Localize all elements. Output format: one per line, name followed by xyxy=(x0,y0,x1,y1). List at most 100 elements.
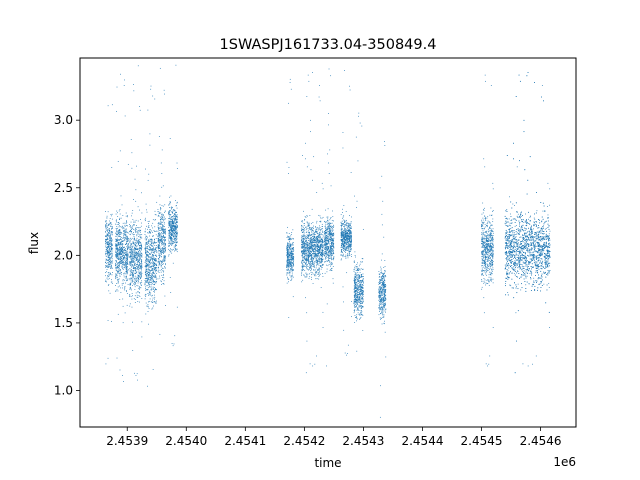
data-point xyxy=(154,301,156,303)
data-point xyxy=(163,255,165,257)
data-point xyxy=(324,248,326,250)
data-point xyxy=(130,243,132,245)
data-point xyxy=(130,258,132,260)
data-point xyxy=(331,242,333,244)
data-point xyxy=(126,221,128,222)
data-point xyxy=(161,213,163,215)
data-point xyxy=(141,259,143,261)
data-point xyxy=(132,264,133,266)
data-point xyxy=(312,283,314,284)
data-point xyxy=(155,238,157,239)
data-point xyxy=(107,105,109,107)
data-point xyxy=(310,240,312,241)
data-point xyxy=(289,268,291,270)
data-point xyxy=(161,216,163,218)
data-point xyxy=(150,257,152,259)
data-point xyxy=(173,228,174,230)
data-point xyxy=(138,274,139,276)
data-point xyxy=(146,263,148,265)
data-point xyxy=(331,238,332,240)
data-point xyxy=(165,246,166,248)
data-point xyxy=(132,252,134,253)
data-point xyxy=(156,255,158,257)
data-point xyxy=(162,219,164,221)
data-point xyxy=(151,238,153,240)
data-point xyxy=(119,252,121,254)
data-point xyxy=(290,251,292,253)
data-point xyxy=(105,266,107,268)
data-point xyxy=(170,236,172,238)
data-point xyxy=(153,261,155,263)
data-point xyxy=(131,245,133,247)
data-point xyxy=(315,257,317,259)
data-point xyxy=(133,261,134,262)
data-point xyxy=(132,283,134,285)
data-point xyxy=(108,262,110,263)
data-point xyxy=(176,245,177,246)
data-point xyxy=(170,237,172,239)
data-point xyxy=(111,261,113,262)
data-point xyxy=(151,243,153,244)
data-point xyxy=(315,259,317,260)
data-point xyxy=(301,265,303,266)
data-point xyxy=(148,274,150,276)
data-point xyxy=(134,278,135,279)
data-point xyxy=(108,274,110,276)
data-point xyxy=(291,274,293,276)
data-point xyxy=(170,227,172,228)
data-point xyxy=(308,245,310,247)
data-point xyxy=(139,234,141,236)
data-point xyxy=(163,229,165,231)
data-point xyxy=(160,239,162,240)
data-point xyxy=(109,224,110,226)
data-point xyxy=(328,256,330,257)
data-point xyxy=(301,269,303,271)
data-point xyxy=(120,272,121,274)
data-point xyxy=(325,233,326,234)
data-point xyxy=(163,232,165,234)
data-point xyxy=(316,231,318,232)
data-point xyxy=(154,277,156,278)
data-point xyxy=(131,258,133,260)
data-point xyxy=(303,235,304,237)
data-point xyxy=(105,220,106,222)
data-point xyxy=(140,252,142,254)
data-point xyxy=(175,226,177,227)
data-point xyxy=(149,232,151,234)
data-point xyxy=(122,279,124,280)
data-point xyxy=(159,261,160,263)
data-point xyxy=(118,234,120,236)
data-point xyxy=(149,261,151,262)
data-point xyxy=(137,276,138,278)
data-point xyxy=(290,253,292,254)
data-point xyxy=(116,245,118,247)
data-point xyxy=(168,254,170,256)
data-point xyxy=(328,264,330,265)
data-point xyxy=(163,242,165,244)
data-point xyxy=(153,252,155,254)
data-point xyxy=(175,217,177,219)
data-point xyxy=(145,241,147,243)
data-point xyxy=(320,259,322,261)
data-point xyxy=(314,240,316,242)
data-point xyxy=(324,245,325,247)
data-point xyxy=(127,240,129,242)
data-point xyxy=(132,241,134,243)
data-point xyxy=(320,220,322,222)
data-point xyxy=(308,243,310,245)
data-point xyxy=(154,273,156,275)
data-point xyxy=(141,248,142,250)
data-point xyxy=(162,267,163,269)
data-point xyxy=(161,232,162,234)
data-point xyxy=(310,246,311,247)
data-point xyxy=(120,257,121,258)
data-point xyxy=(148,263,150,265)
data-point xyxy=(171,225,173,226)
data-point xyxy=(324,238,326,240)
data-point xyxy=(320,221,322,223)
data-point xyxy=(314,239,316,241)
data-point xyxy=(137,379,138,381)
data-point xyxy=(289,238,291,240)
data-point xyxy=(319,252,321,254)
data-point xyxy=(302,245,303,247)
